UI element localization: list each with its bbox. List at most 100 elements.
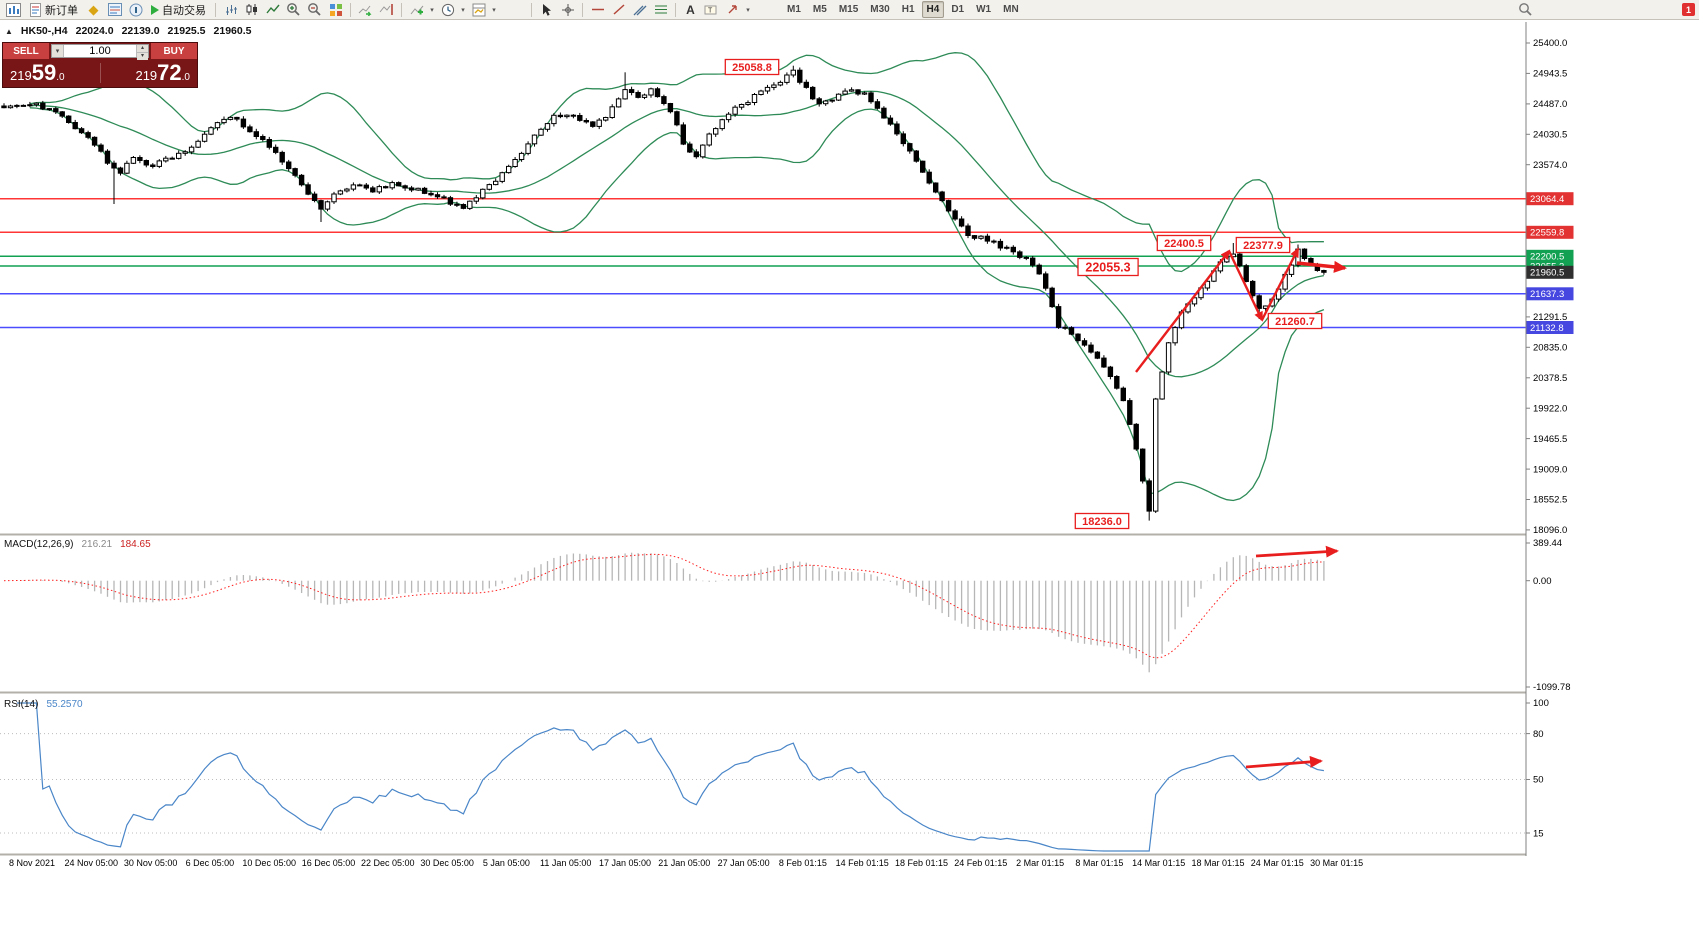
sell-price[interactable]: 219 59.0 — [10, 60, 65, 85]
svg-text:24030.5: 24030.5 — [1533, 130, 1567, 141]
tf-h1[interactable]: H1 — [901, 4, 915, 15]
svg-text:8 Nov 2021: 8 Nov 2021 — [9, 858, 55, 868]
templates-icon[interactable] — [469, 1, 488, 19]
cursor-icon[interactable] — [537, 1, 556, 19]
toolbar-separator — [675, 2, 676, 17]
svg-text:18 Feb 01:15: 18 Feb 01:15 — [895, 858, 948, 868]
text-tool-icon[interactable]: A — [686, 2, 695, 17]
toolbar-separator — [350, 2, 351, 17]
tf-m30[interactable]: M30 — [870, 4, 890, 15]
price-tag — [1526, 192, 1574, 206]
indicators-dropdown-icon[interactable]: ▾ — [430, 6, 434, 14]
chart-shift-icon[interactable] — [377, 1, 396, 19]
trendline-tool-icon[interactable] — [609, 1, 628, 19]
svg-text:20378.5: 20378.5 — [1533, 373, 1567, 384]
svg-text:10 Dec 05:00: 10 Dec 05:00 — [242, 858, 296, 868]
tf-w1[interactable]: W1 — [976, 4, 992, 15]
tf-mn[interactable]: MN — [1003, 4, 1019, 15]
market-watch-icon[interactable] — [105, 1, 124, 19]
svg-text:6 Dec 05:00: 6 Dec 05:00 — [186, 858, 235, 868]
chart-line-icon[interactable] — [263, 1, 282, 19]
svg-text:19465.5: 19465.5 — [1533, 434, 1567, 445]
tf-m5[interactable]: M5 — [812, 4, 827, 15]
svg-text:T: T — [708, 8, 713, 15]
metaeditor-icon[interactable]: ◆ — [88, 1, 99, 17]
svg-text:8 Feb 01:15: 8 Feb 01:15 — [779, 858, 827, 868]
arrows-tool-icon[interactable] — [723, 1, 742, 19]
new-order-button[interactable]: 新订单 — [25, 1, 82, 19]
svg-text:19009.0: 19009.0 — [1533, 464, 1567, 475]
zoom-in-icon[interactable] — [284, 1, 303, 19]
svg-text:80: 80 — [1533, 729, 1544, 740]
notification-badge[interactable]: 1 — [1682, 3, 1695, 16]
search-icon[interactable] — [1516, 1, 1535, 19]
volume-dropdown-icon[interactable]: ▾ — [52, 45, 64, 57]
ohlc-high: 22139.0 — [121, 25, 160, 37]
svg-text:14 Feb 01:15: 14 Feb 01:15 — [836, 858, 889, 868]
svg-text:100: 100 — [1533, 698, 1549, 709]
new-chart-icon[interactable] — [4, 1, 23, 19]
svg-text:15: 15 — [1533, 828, 1544, 839]
sell-button[interactable]: SELL — [3, 43, 49, 59]
tf-m1[interactable]: M1 — [787, 4, 801, 15]
price-callout — [1267, 312, 1323, 330]
svg-text:22 Dec 05:00: 22 Dec 05:00 — [361, 858, 415, 868]
svg-text:14 Mar 01:15: 14 Mar 01:15 — [1132, 858, 1185, 868]
price-tag — [1526, 265, 1574, 279]
svg-text:21132.8: 21132.8 — [1530, 323, 1564, 334]
indicators-icon[interactable] — [407, 1, 426, 19]
channel-tool-icon[interactable] — [630, 1, 649, 19]
price-axis: 25400.0 24943.5 24487.0 24030.5 23574.0 21291… — [1525, 20, 1699, 940]
periods-dropdown-icon[interactable]: ▾ — [461, 6, 465, 14]
autotrading-label: 自动交易 — [162, 4, 206, 17]
tf-m15[interactable]: M15 — [838, 4, 859, 15]
tf-h4[interactable]: H4 — [921, 1, 945, 18]
svg-text:22400.5: 22400.5 — [1164, 238, 1204, 250]
svg-text:23064.4: 23064.4 — [1530, 194, 1564, 205]
volume-input[interactable] — [64, 45, 136, 57]
tf-d1[interactable]: D1 — [951, 4, 965, 15]
svg-text:18236.0: 18236.0 — [1082, 516, 1122, 528]
autotrading-button[interactable]: 自动交易 — [147, 1, 210, 19]
label-tool-icon[interactable]: T — [702, 1, 721, 19]
fibonacci-tool-icon[interactable] — [651, 1, 670, 19]
price-tag — [1526, 225, 1574, 239]
data-window-icon[interactable] — [126, 1, 145, 19]
main-toolbar: 新订单 ◆ 自动交易 — [0, 0, 1699, 20]
hline-tool-icon[interactable] — [588, 1, 607, 19]
volume-spin-buttons[interactable]: ▴ ▾ — [136, 45, 148, 60]
chart-bars-icon[interactable] — [221, 1, 240, 19]
svg-text:24487.0: 24487.0 — [1533, 99, 1567, 110]
svg-text:24 Nov 05:00: 24 Nov 05:00 — [65, 858, 119, 868]
svg-text:-1099.78: -1099.78 — [1533, 682, 1571, 693]
macd-name: MACD(12,26,9) — [4, 539, 74, 550]
svg-text:22559.8: 22559.8 — [1530, 228, 1564, 239]
buy-price[interactable]: 219 72.0 — [135, 60, 190, 85]
svg-text:23574.0: 23574.0 — [1533, 160, 1567, 171]
svg-text:19922.0: 19922.0 — [1533, 403, 1567, 414]
buy-button[interactable]: BUY — [151, 43, 197, 59]
price-callout — [1077, 257, 1139, 277]
chart-canvas[interactable]: 25400.0 24943.5 24487.0 24030.5 23574.0 21291… — [0, 20, 1699, 940]
svg-text:24943.5: 24943.5 — [1533, 69, 1567, 80]
svg-text:24 Feb 01:15: 24 Feb 01:15 — [954, 858, 1007, 868]
direction-arrow — [1245, 755, 1323, 769]
panel-separators — [0, 533, 1699, 856]
chart-expand-icon[interactable]: ▲ — [5, 26, 13, 36]
periods-icon[interactable] — [438, 1, 457, 19]
price-callout — [1156, 234, 1212, 252]
crosshair-icon[interactable] — [558, 1, 577, 19]
direction-arrow — [1296, 260, 1347, 273]
rsi-value: 55.2570 — [46, 699, 83, 710]
autoscroll-icon[interactable] — [356, 1, 375, 19]
zoom-out-icon[interactable] — [305, 1, 324, 19]
templates-dropdown-icon[interactable]: ▾ — [492, 6, 496, 14]
tile-windows-icon[interactable] — [326, 1, 345, 19]
volume-stepper[interactable]: ▾ ▴▾ — [51, 44, 149, 60]
bollinger-bands — [29, 52, 1325, 502]
price-callout — [1074, 512, 1130, 530]
chart-candles-icon[interactable] — [242, 1, 261, 19]
arrows-dropdown-icon[interactable]: ▾ — [746, 6, 750, 14]
order-icon — [30, 2, 41, 17]
price-tag — [1526, 287, 1574, 301]
